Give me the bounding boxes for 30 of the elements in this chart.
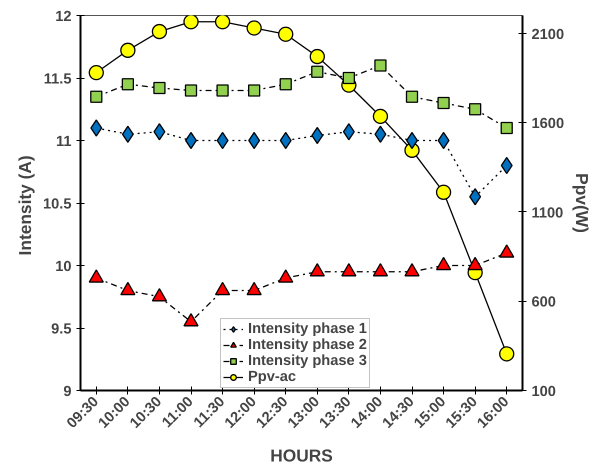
y2-tick-label: 1100 bbox=[532, 205, 564, 222]
y2-tick-label: 100 bbox=[532, 384, 556, 400]
y-tick-label: 9.5 bbox=[51, 322, 72, 338]
y2-tick-label: 2100 bbox=[532, 26, 564, 43]
point bbox=[152, 24, 168, 40]
legend-label: Intensity phase 2 bbox=[248, 337, 367, 353]
y-axis-title: Intensity (A) bbox=[14, 155, 35, 256]
y-tick-label: 11 bbox=[56, 134, 72, 150]
y2-tick-label: 600 bbox=[532, 294, 556, 311]
y-tick-label: 9 bbox=[63, 384, 72, 400]
point bbox=[499, 346, 514, 362]
y2-tick-label: 1600 bbox=[532, 116, 564, 132]
point bbox=[214, 16, 230, 30]
y-tick-label: 10 bbox=[55, 259, 72, 275]
point bbox=[246, 20, 262, 36]
point bbox=[372, 108, 388, 124]
legend-label: Intensity phase 1 bbox=[248, 321, 367, 337]
y-tick-label: 12 bbox=[55, 9, 72, 25]
y-tick-label: 10.5 bbox=[42, 196, 72, 212]
x-axis-title: HOURS bbox=[270, 445, 333, 466]
y2-axis-title: Ppv(W) bbox=[572, 173, 592, 233]
legend-label: Ppv-ac bbox=[248, 369, 296, 385]
point bbox=[310, 48, 325, 64]
point bbox=[88, 65, 104, 80]
point bbox=[278, 26, 294, 42]
legend-label: Intensity phase 3 bbox=[248, 353, 367, 369]
point bbox=[436, 184, 452, 200]
y-tick-label: 11.5 bbox=[44, 72, 72, 88]
point bbox=[120, 42, 136, 58]
point bbox=[183, 16, 199, 30]
